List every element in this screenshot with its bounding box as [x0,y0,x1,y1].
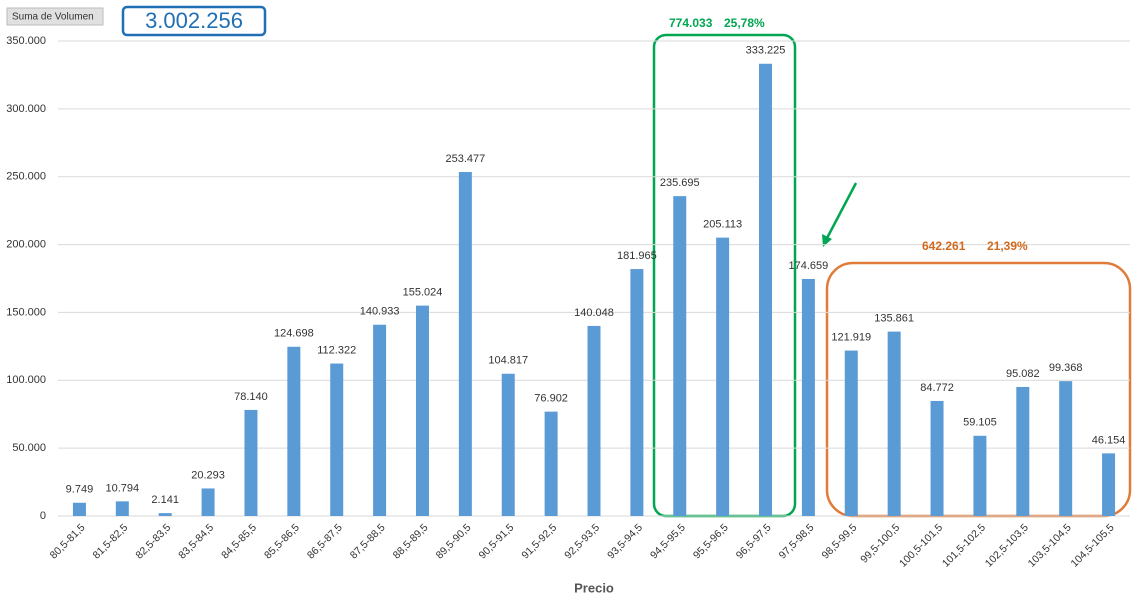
value-label: 84.772 [920,382,954,394]
arrow [824,182,858,241]
y-tick-label: 100.000 [6,374,46,386]
value-label: 155.024 [403,287,443,299]
value-label: 76.902 [534,393,568,405]
value-label: 235.695 [660,177,700,189]
bar [501,373,515,516]
annotation: 774.033 [669,16,713,30]
bar [930,400,944,516]
x-tick-label: 83,5-84,5 [176,521,216,561]
bar [72,502,86,516]
y-tick-label: 0 [40,510,46,522]
bar [1102,453,1116,516]
value-label: 205.113 [703,219,742,231]
x-tick-label: 99,5-100,5 [858,521,902,565]
value-label: 253.477 [445,153,485,165]
x-tick-label: 81,5-82,5 [91,521,131,561]
annotation: 642.261 [922,239,966,253]
total-box [121,5,267,37]
value-label: 135.861 [874,313,914,325]
x-tick-label: 86,5-87,5 [305,521,345,561]
value-label: 124.698 [274,328,314,340]
x-tick-label: 80,5-81,5 [48,521,88,561]
bar [158,513,172,516]
value-label: 174.659 [789,260,829,272]
x-tick-label: 84,5-85,5 [219,521,259,561]
bar [244,409,258,516]
bar [201,488,215,516]
x-tick-label: 93,5-94,5 [605,521,645,561]
y-tick-label: 350.000 [6,35,46,47]
x-tick-label: 95,5-96,5 [691,521,731,561]
value-label: 333.225 [746,45,786,57]
x-tick-label: 96,5-97,5 [734,521,774,561]
bar [415,305,429,516]
x-tick-label: 88,5-89,5 [391,521,431,561]
value-label: 104.817 [488,355,528,367]
arrow-head [822,234,832,247]
value-label: 99.368 [1049,362,1083,374]
bar [458,171,472,517]
x-tick-label: 82,5-83,5 [133,521,173,561]
bar [373,324,387,516]
field-button-label: Suma de Volumen [12,12,94,23]
x-tick-label: 100,5-101,5 [897,521,945,569]
x-tick-label: 104,5-105,5 [1069,521,1117,569]
y-tick-label: 250.000 [6,171,46,183]
bar [887,331,901,516]
x-tick-label: 85,5-86,5 [262,521,302,561]
x-tick-label: 98,5-99,5 [820,521,860,561]
y-tick-label: 300.000 [6,103,46,115]
x-tick-label: 90,5-91,5 [476,521,516,561]
bar [287,346,301,516]
value-label: 10.794 [105,482,139,494]
value-label: 112.322 [317,344,356,356]
bar [844,350,858,516]
value-label: 20.293 [191,469,225,481]
x-tick-label: 97,5-98,5 [777,521,817,561]
bar [973,435,987,516]
bar [630,269,644,516]
bar [587,325,601,516]
bar [1059,381,1073,516]
x-tick-label: 103,5-104,5 [1026,521,1074,569]
value-label: 9.749 [66,484,94,496]
value-label: 140.048 [574,307,614,319]
x-tick-label: 94,5-95,5 [648,521,688,561]
y-tick-label: 200.000 [6,238,46,250]
bar [115,501,129,516]
x-tick-label: 89,5-90,5 [434,521,474,561]
field-button[interactable] [6,7,104,26]
y-tick-label: 50.000 [12,442,46,454]
bar [673,196,687,516]
annotation: 21,39% [987,239,1028,253]
value-label: 95.082 [1006,368,1040,380]
value-label: 181.965 [617,250,657,262]
value-label: 140.933 [360,306,400,318]
bar [716,237,730,516]
bar [801,278,815,516]
x-tick-label: 87,5-88,5 [348,521,388,561]
bar [544,411,558,516]
bar [330,363,344,516]
y-tick-label: 150.000 [6,306,46,318]
value-label: 78.140 [234,391,268,403]
value-label: 121.919 [831,331,871,343]
total: 3.002.256 [145,8,243,33]
x-tick-label: 102,5-103,5 [983,521,1031,569]
value-label: 46.154 [1092,434,1126,446]
value-label: 59.105 [963,417,997,429]
x-tick-label: 91,5-92,5 [519,521,559,561]
annotation: 25,78% [724,16,765,30]
bar [1016,386,1030,516]
bar [759,63,773,516]
x-tick-label: 101,5-102,5 [940,521,988,569]
x-axis-title: Precio [574,580,614,595]
x-tick-label: 92,5-93,5 [562,521,602,561]
value-label: 2.141 [151,494,179,506]
